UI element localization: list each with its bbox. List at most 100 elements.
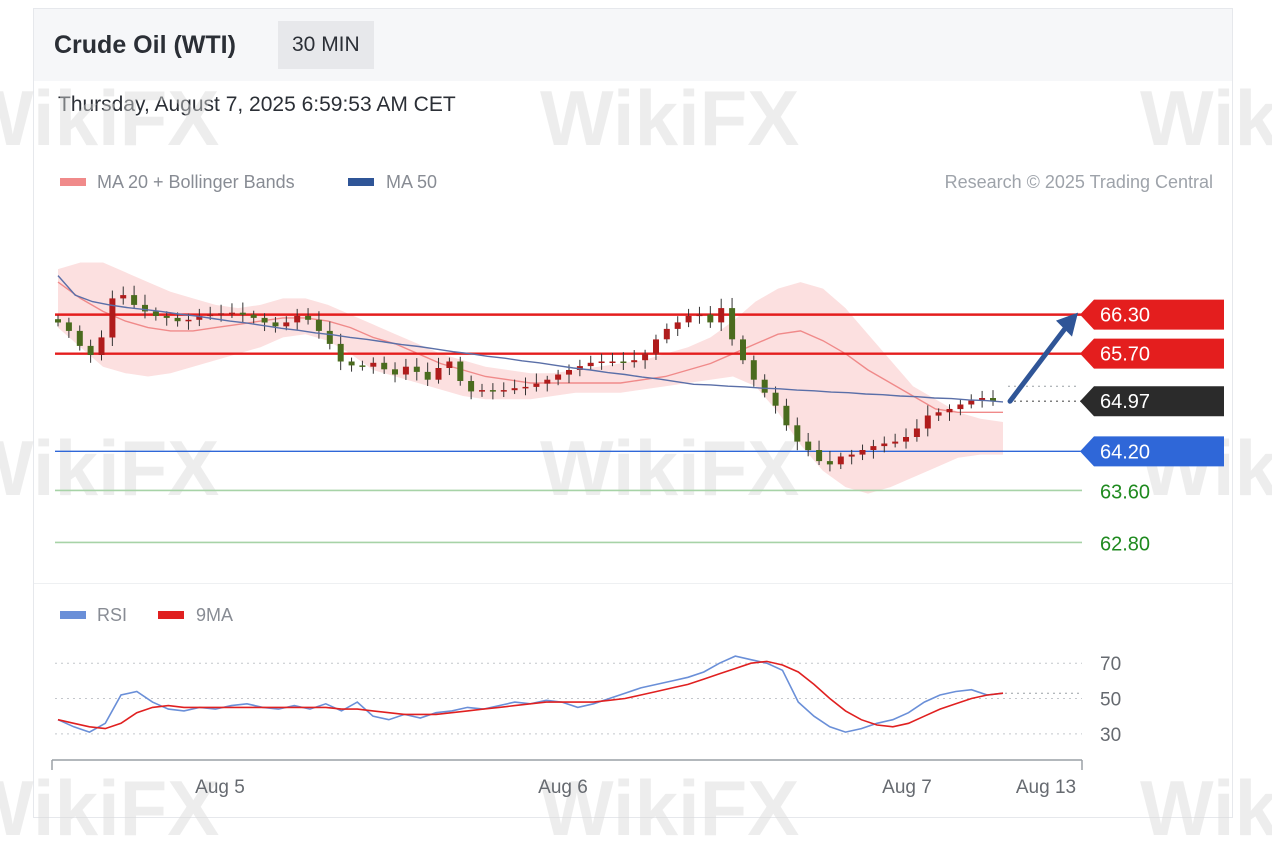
candle-body (587, 362, 594, 367)
candle-body (109, 298, 116, 338)
candle-body (837, 456, 844, 465)
main-legend: MA 20 + Bollinger Bands MA 50 Research ©… (60, 172, 1213, 192)
watermark-text: WikiFX (540, 424, 799, 512)
price-tag-box (1080, 338, 1224, 369)
candle-body (250, 314, 257, 318)
candle-body (750, 360, 757, 380)
candle-body (348, 361, 355, 366)
candle-body (903, 437, 909, 442)
candle-body (326, 330, 333, 344)
candle-body (696, 314, 703, 317)
support-price-label: 62.80 (1100, 533, 1150, 555)
candle-body (337, 343, 344, 362)
x-tick-label: Aug 13 (1016, 777, 1076, 798)
candle-body (740, 339, 746, 361)
watermark-text: WikiFX (0, 764, 219, 842)
research-credit: Research © 2025 Trading Central (945, 172, 1213, 192)
candle-body (990, 398, 996, 402)
candle-body (631, 360, 638, 363)
candle-body (566, 370, 572, 375)
legend-swatch-9ma (158, 611, 184, 619)
watermark-text: WikiFX (0, 74, 219, 162)
candle-body (707, 314, 714, 323)
rsi-tick-label: 50 (1100, 690, 1121, 711)
candle-body (55, 319, 61, 323)
candle-body (718, 308, 725, 323)
candle-body (457, 361, 464, 381)
candle-body (500, 390, 507, 392)
legend-label-ma50: MA 50 (386, 172, 437, 192)
candle-body (674, 322, 681, 329)
candle-body (65, 322, 72, 331)
price-tag-label: 66.30 (1100, 305, 1150, 327)
time-axis: Aug 5 Aug 6 Aug 7 Aug 13 (51, 759, 1083, 798)
candle-body (620, 361, 627, 363)
timeframe-badge[interactable]: 30 MIN (278, 21, 374, 69)
ma50-line (57, 275, 1004, 403)
moving-averages (57, 275, 1004, 403)
candle-body (218, 313, 225, 315)
candle-body (946, 409, 953, 413)
price-tag-box (1080, 436, 1224, 467)
price-tag-label: 64.97 (1100, 391, 1150, 413)
candle-body (761, 379, 768, 393)
candle-body (294, 315, 301, 323)
candle-body (424, 371, 431, 380)
candle-body (120, 295, 127, 299)
price-tag-box (1080, 386, 1224, 417)
timestamp: Thursday, August 7, 2025 6:59:53 AM CET (58, 93, 456, 116)
support-price-label: 63.60 (1100, 481, 1150, 503)
candle-body (402, 366, 409, 375)
candle-body (239, 312, 246, 315)
candle-body (283, 322, 290, 327)
candle-body (805, 441, 812, 451)
x-tick-label: Aug 5 (195, 777, 245, 798)
watermark-text: WikiFX (1140, 764, 1272, 842)
candle-body (131, 295, 138, 305)
candle-body (663, 328, 670, 340)
watermark-text: WikiFX (1140, 74, 1272, 162)
watermark-text: WikiFX (0, 424, 219, 512)
candle-body (446, 361, 453, 368)
rsi-9ma-line (57, 660, 1004, 730)
candle-body (305, 315, 312, 320)
candle-body (935, 412, 942, 416)
rsi-panel: 70 50 30 (55, 654, 1121, 746)
legend-label-9ma: 9MA (196, 605, 233, 625)
legend-label-bollinger: MA 20 + Bollinger Bands (97, 172, 295, 192)
candle-body (185, 319, 192, 322)
instrument-title: Crude Oil (WTI) (54, 31, 236, 59)
price-levels (55, 313, 1085, 544)
candle-body (848, 454, 855, 457)
candlesticks (55, 285, 996, 472)
legend-swatch-bollinger (60, 178, 86, 186)
candle-body (435, 368, 442, 380)
chart-card: Crude Oil (WTI) 30 MIN Thursday, August … (33, 8, 1233, 818)
candle-body (913, 428, 920, 437)
candle-body (261, 317, 268, 323)
candle-body (533, 383, 540, 387)
rsi-legend: RSI 9MA (60, 605, 233, 625)
candle-body (870, 446, 877, 450)
candle-body (489, 390, 496, 392)
candle-body (826, 461, 833, 465)
rsi-line (57, 655, 1004, 733)
forecast-arrow (1007, 312, 1078, 404)
candle-body (196, 315, 203, 320)
candle-body (272, 322, 279, 327)
candle-body (816, 450, 823, 462)
candle-body (544, 379, 551, 384)
watermark-layer: WikiFX WikiFX WikiFX WikiFX WikiFX WikiF… (0, 74, 1272, 842)
candle-body (609, 361, 616, 363)
candle-body (642, 353, 649, 361)
watermark-text: WikiFX (540, 74, 799, 162)
chart-header: Crude Oil (WTI) 30 MIN (34, 9, 1232, 81)
candle-body (142, 304, 148, 312)
candle-body (87, 345, 94, 355)
rsi-tick-label: 70 (1100, 654, 1121, 675)
candle-body (957, 404, 964, 410)
candle-body (924, 415, 931, 429)
candle-body (979, 398, 986, 401)
candle-body (598, 361, 605, 363)
